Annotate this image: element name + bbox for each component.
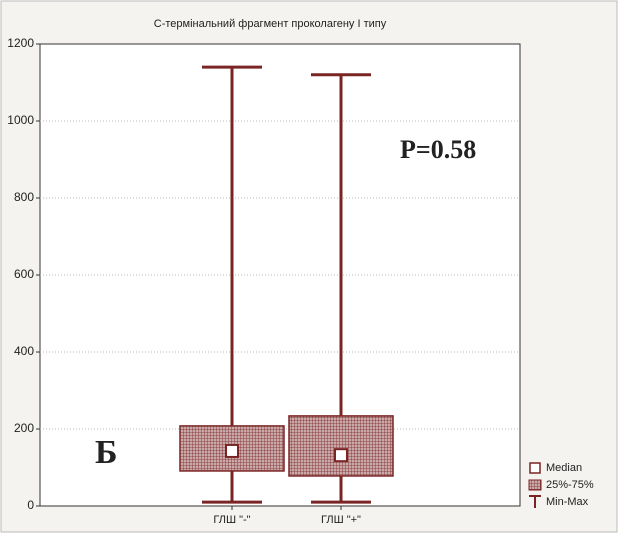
y-tick-label: 1200	[7, 36, 34, 50]
y-tick-label: 1000	[7, 113, 34, 127]
legend-label: Median	[546, 462, 582, 474]
box	[288, 415, 394, 477]
y-tick-label: 400	[14, 344, 34, 358]
p-value: P=0.58	[400, 135, 476, 164]
y-tick-label: 600	[14, 267, 34, 281]
y-tick-label: 800	[14, 190, 34, 204]
legend-box-icon	[528, 479, 542, 491]
median	[225, 443, 239, 458]
legend-label: Min-Max	[546, 496, 589, 508]
y-tick-label: 200	[14, 421, 34, 435]
y-tick-label: 0	[27, 498, 34, 512]
x-tick-label: ГЛШ "-"	[213, 514, 250, 526]
x-tick-label: ГЛШ "+"	[321, 514, 361, 526]
median	[334, 448, 348, 463]
chart-title: С-термінальний фрагмент проколагену І ти…	[154, 18, 387, 30]
legend-label: 25%-75%	[546, 479, 594, 491]
legend-median-icon	[529, 462, 541, 474]
panel-letter: Б	[95, 434, 117, 471]
